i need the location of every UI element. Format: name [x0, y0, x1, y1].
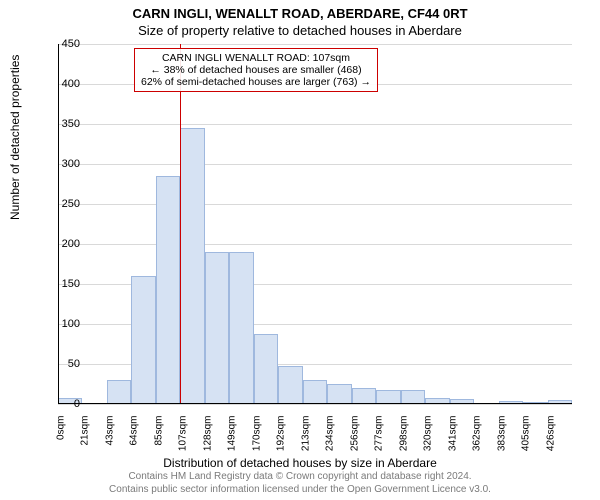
grid-line: [58, 124, 572, 125]
footer-line2: Contains public sector information licen…: [0, 483, 600, 496]
x-axis-label: Distribution of detached houses by size …: [0, 456, 600, 470]
footer-attribution: Contains HM Land Registry data © Crown c…: [0, 470, 600, 496]
y-axis-label: Number of detached properties: [8, 55, 22, 220]
histogram-bar: [352, 388, 376, 404]
histogram-bar: [303, 380, 327, 404]
y-tick-label: 100: [40, 318, 80, 330]
grid-line: [58, 44, 572, 45]
annotation-line3: 62% of semi-detached houses are larger (…: [141, 76, 371, 88]
y-tick-label: 450: [40, 38, 80, 50]
histogram-bar: [205, 252, 229, 404]
property-marker-line: [180, 44, 181, 404]
chart-plot-area: CARN INGLI WENALLT ROAD: 107sqm← 38% of …: [58, 44, 572, 404]
histogram-bar: [401, 390, 425, 404]
grid-line: [58, 204, 572, 205]
grid-line: [58, 404, 572, 405]
y-tick-label: 250: [40, 198, 80, 210]
histogram-bar: [131, 276, 155, 404]
chart-title-line1: CARN INGLI, WENALLT ROAD, ABERDARE, CF44…: [0, 0, 600, 21]
grid-line: [58, 244, 572, 245]
histogram-bar: [376, 390, 400, 404]
y-tick-label: 400: [40, 78, 80, 90]
histogram-bar: [107, 380, 131, 404]
grid-line: [58, 164, 572, 165]
histogram-bar: [327, 384, 351, 404]
histogram-bar: [278, 366, 302, 404]
y-axis-line: [58, 44, 59, 404]
histogram-bar: [254, 334, 278, 404]
y-tick-label: 0: [40, 398, 80, 410]
x-axis-line: [58, 403, 572, 404]
y-tick-label: 50: [40, 358, 80, 370]
annotation-line2: ← 38% of detached houses are smaller (46…: [141, 64, 371, 76]
y-tick-label: 150: [40, 278, 80, 290]
histogram-bar: [180, 128, 204, 404]
annotation-box: CARN INGLI WENALLT ROAD: 107sqm← 38% of …: [134, 48, 378, 92]
histogram-bar: [156, 176, 180, 404]
annotation-line1: CARN INGLI WENALLT ROAD: 107sqm: [141, 52, 371, 64]
footer-line1: Contains HM Land Registry data © Crown c…: [0, 470, 600, 483]
y-tick-label: 200: [40, 238, 80, 250]
y-tick-label: 300: [40, 158, 80, 170]
chart-title-line2: Size of property relative to detached ho…: [0, 21, 600, 38]
histogram-bar: [229, 252, 253, 404]
y-tick-label: 350: [40, 118, 80, 130]
